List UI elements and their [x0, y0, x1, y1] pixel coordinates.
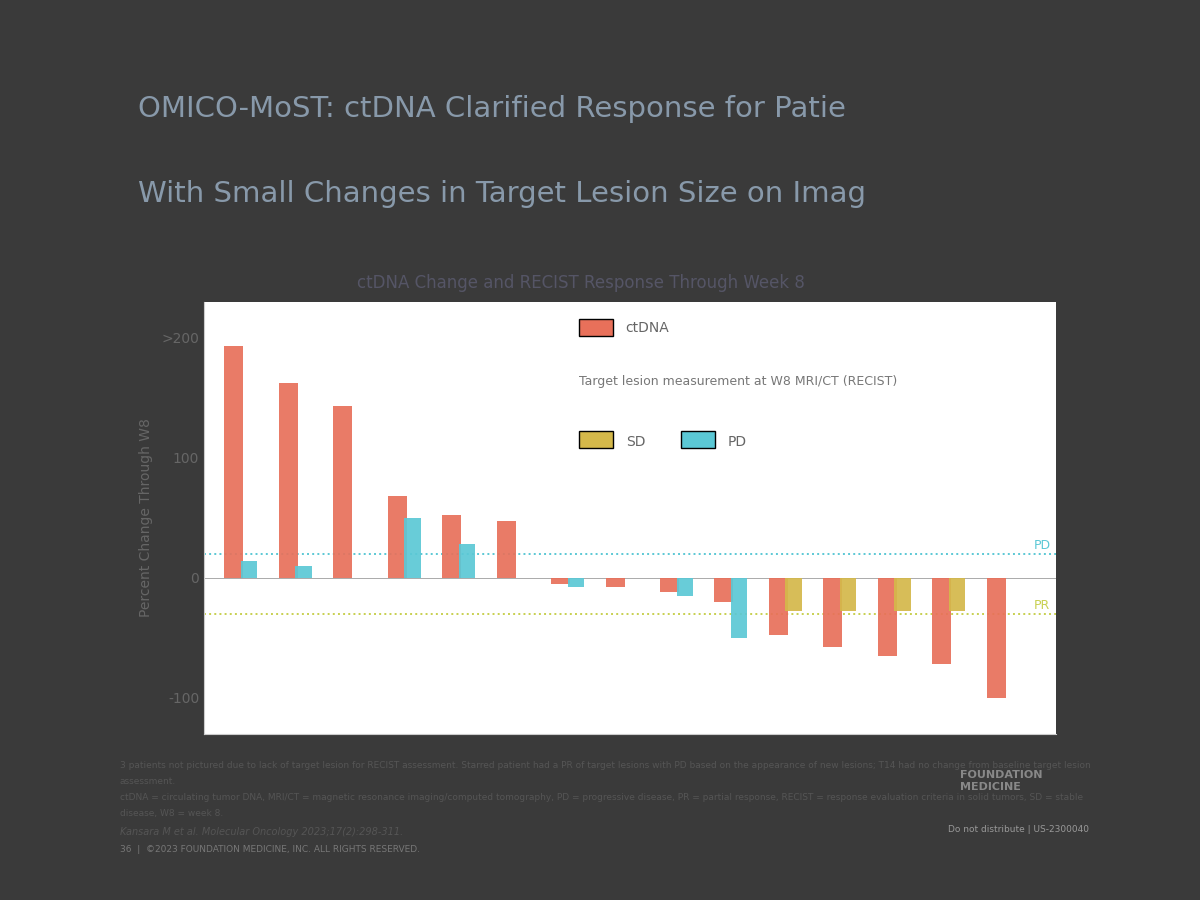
Bar: [404, 518, 421, 578]
Bar: [714, 578, 733, 601]
Text: Target lesion measurement at W8 MRI/CT (RECIST): Target lesion measurement at W8 MRI/CT (…: [578, 375, 898, 388]
Text: assessment.: assessment.: [120, 777, 176, 786]
Bar: [334, 406, 353, 578]
Bar: [224, 346, 244, 578]
Bar: [877, 578, 896, 655]
Bar: [278, 383, 298, 578]
Text: ctDNA Change and RECIST Response Through Week 8: ctDNA Change and RECIST Response Through…: [358, 274, 805, 292]
Text: PD: PD: [1034, 539, 1051, 553]
Bar: [606, 578, 624, 587]
Bar: [731, 578, 748, 637]
Text: With Small Changes in Target Lesion Size on Imag: With Small Changes in Target Lesion Size…: [138, 180, 866, 209]
Bar: [388, 496, 407, 578]
Bar: [894, 578, 911, 611]
Bar: [568, 578, 584, 587]
Bar: [949, 578, 965, 611]
Text: Do not distribute | US-2300040: Do not distribute | US-2300040: [948, 825, 1090, 834]
Text: PR: PR: [1034, 599, 1050, 612]
Text: 36  |  ©2023 FOUNDATION MEDICINE, INC. ALL RIGHTS RESERVED.: 36 | ©2023 FOUNDATION MEDICINE, INC. ALL…: [120, 845, 420, 854]
Bar: [823, 578, 842, 647]
Bar: [769, 578, 788, 635]
Bar: [677, 578, 692, 596]
Text: 3 patients not pictured due to lack of target lesion for RECIST assessment. Star: 3 patients not pictured due to lack of t…: [120, 760, 1091, 770]
FancyBboxPatch shape: [578, 319, 613, 336]
Bar: [840, 578, 857, 611]
Bar: [295, 565, 312, 578]
Text: Kansara M et al. Molecular Oncology 2023;17(2):298-311.: Kansara M et al. Molecular Oncology 2023…: [120, 827, 403, 837]
Bar: [932, 578, 952, 664]
Bar: [660, 578, 679, 592]
Text: PD: PD: [728, 436, 748, 449]
Text: ctDNA = circulating tumor DNA, MRI/CT = magnetic resonance imaging/computed tomo: ctDNA = circulating tumor DNA, MRI/CT = …: [120, 793, 1084, 802]
Bar: [241, 561, 257, 578]
Text: SD: SD: [625, 436, 646, 449]
Bar: [497, 521, 516, 578]
Bar: [986, 578, 1006, 698]
Text: FOUNDATION
MEDICINE: FOUNDATION MEDICINE: [960, 770, 1043, 792]
Bar: [442, 515, 461, 578]
Y-axis label: Percent Change Through W8: Percent Change Through W8: [139, 418, 152, 616]
Text: ctDNA: ctDNA: [625, 321, 670, 335]
Bar: [458, 544, 475, 578]
Bar: [786, 578, 802, 611]
FancyBboxPatch shape: [578, 431, 613, 448]
FancyBboxPatch shape: [682, 431, 715, 448]
Text: disease, W8 = week 8.: disease, W8 = week 8.: [120, 809, 223, 818]
Bar: [551, 578, 570, 583]
Text: OMICO-MoST: ctDNA Clarified Response for Patie: OMICO-MoST: ctDNA Clarified Response for…: [138, 95, 846, 123]
